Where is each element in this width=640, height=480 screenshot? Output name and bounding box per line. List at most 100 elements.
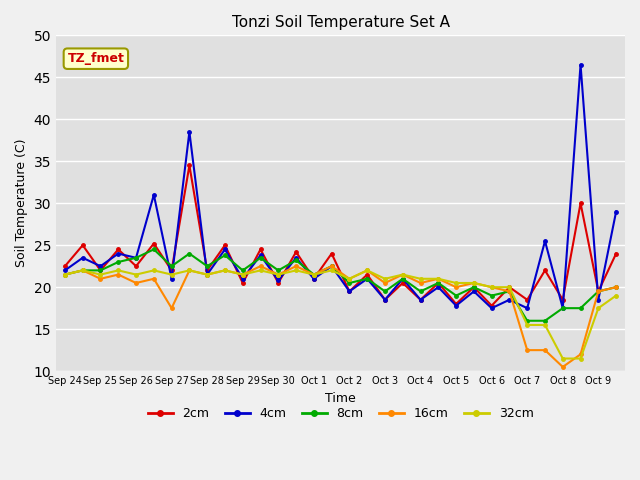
16cm [506, 288, 513, 294]
4cm [310, 276, 317, 282]
16cm [204, 272, 211, 277]
32cm [470, 280, 477, 286]
2cm [168, 267, 175, 273]
4cm [204, 272, 211, 277]
2cm [204, 267, 211, 273]
2cm [275, 280, 282, 286]
2cm [328, 251, 335, 256]
4cm [79, 255, 86, 261]
2cm [559, 297, 566, 303]
32cm [275, 272, 282, 277]
16cm [221, 267, 228, 273]
4cm [61, 267, 68, 273]
16cm [310, 272, 317, 277]
16cm [364, 267, 371, 273]
4cm [452, 303, 460, 309]
2cm [399, 280, 406, 286]
Line: 16cm: 16cm [63, 264, 618, 369]
4cm [506, 297, 513, 303]
4cm [381, 297, 389, 303]
Line: 2cm: 2cm [63, 164, 618, 307]
32cm [541, 322, 549, 328]
Text: TZ_fmet: TZ_fmet [67, 52, 124, 65]
8cm [132, 255, 140, 261]
8cm [417, 288, 424, 294]
8cm [150, 247, 157, 252]
8cm [221, 252, 228, 258]
32cm [328, 267, 335, 273]
32cm [381, 276, 389, 282]
8cm [97, 267, 104, 273]
2cm [524, 297, 531, 303]
32cm [417, 276, 424, 282]
8cm [204, 264, 211, 269]
4cm [275, 277, 282, 283]
2cm [115, 247, 122, 252]
2cm [470, 284, 477, 290]
2cm [79, 242, 86, 248]
32cm [132, 272, 140, 277]
Line: 8cm: 8cm [63, 248, 618, 323]
2cm [595, 288, 602, 294]
32cm [524, 322, 531, 328]
2cm [239, 280, 246, 286]
2cm [506, 284, 513, 290]
32cm [257, 267, 264, 273]
4cm [168, 276, 175, 282]
32cm [364, 267, 371, 273]
8cm [381, 288, 389, 294]
Line: 4cm: 4cm [63, 63, 618, 310]
32cm [292, 267, 300, 273]
4cm [577, 62, 584, 68]
8cm [328, 264, 335, 269]
8cm [559, 305, 566, 311]
16cm [452, 284, 460, 290]
2cm [364, 272, 371, 277]
2cm [346, 288, 353, 294]
2cm [612, 251, 620, 256]
8cm [186, 251, 193, 256]
4cm [399, 276, 406, 282]
32cm [168, 272, 175, 277]
4cm [435, 284, 442, 290]
16cm [435, 276, 442, 282]
16cm [292, 264, 300, 269]
4cm [97, 264, 104, 269]
2cm [61, 264, 68, 269]
8cm [506, 288, 513, 294]
8cm [595, 288, 602, 294]
8cm [61, 272, 68, 277]
32cm [97, 272, 104, 277]
2cm [488, 303, 495, 309]
16cm [168, 305, 175, 311]
32cm [435, 276, 442, 282]
32cm [221, 267, 228, 273]
Title: Tonzi Soil Temperature Set A: Tonzi Soil Temperature Set A [232, 15, 449, 30]
2cm [150, 240, 157, 246]
16cm [97, 276, 104, 282]
4cm [417, 297, 424, 303]
8cm [275, 267, 282, 273]
16cm [346, 276, 353, 282]
2cm [435, 280, 442, 286]
4cm [115, 251, 122, 256]
8cm [168, 264, 175, 269]
8cm [488, 293, 495, 299]
2cm [186, 163, 193, 168]
2cm [541, 267, 549, 273]
4cm [239, 276, 246, 282]
2cm [381, 297, 389, 303]
16cm [541, 347, 549, 353]
4cm [346, 288, 353, 294]
4cm [132, 255, 140, 261]
32cm [204, 272, 211, 277]
4cm [595, 297, 602, 303]
8cm [612, 284, 620, 290]
16cm [275, 272, 282, 277]
2cm [417, 297, 424, 303]
32cm [239, 272, 246, 277]
32cm [577, 356, 584, 361]
4cm [186, 129, 193, 135]
32cm [310, 272, 317, 277]
32cm [612, 293, 620, 299]
